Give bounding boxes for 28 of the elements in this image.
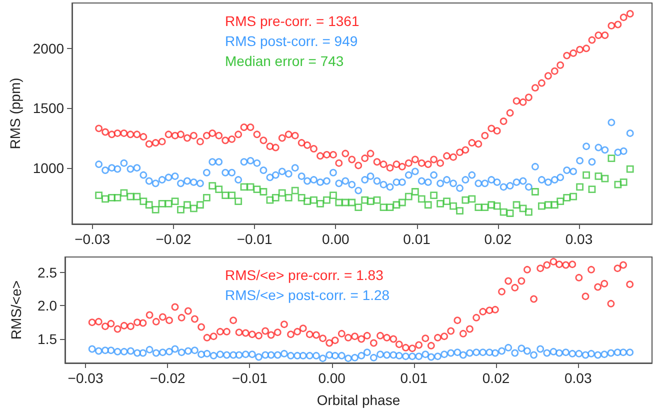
x-tick-label: 0.02	[482, 370, 510, 386]
x-tick-label: −0.02	[156, 231, 192, 247]
y-tick-label: 2.0	[38, 298, 58, 314]
text: RMS post-corr. = 949	[225, 33, 358, 49]
text: RMS/<e> post-corr. = 1.28	[225, 287, 390, 303]
x-tick-label: 0.03	[565, 231, 593, 247]
text: Median error = 743	[225, 53, 344, 69]
x-tick-label: −0.03	[68, 370, 104, 386]
y-axis-title: RMS (ppm)	[7, 78, 23, 150]
y-tick-label: 2.5	[38, 264, 58, 280]
text: RMS pre-corr. = 1361	[225, 13, 360, 29]
text: RMS/<e> pre-corr. = 1.83	[225, 267, 384, 283]
x-tick-label: −0.01	[236, 231, 272, 247]
x-tick-label: 0.00	[322, 231, 350, 247]
x-axis-title: Orbital phase	[316, 392, 400, 408]
y-axis-title: RMS/<e>	[8, 280, 24, 340]
y-tick-label: 1500	[32, 100, 64, 116]
y-tick-label: 1.5	[38, 331, 58, 347]
y-tick-label: 2000	[32, 40, 64, 56]
x-tick-label: −0.03	[74, 231, 110, 247]
x-tick-label: 0.03	[564, 370, 592, 386]
x-tick-label: 0.01	[400, 370, 428, 386]
x-tick-label: −0.02	[150, 370, 186, 386]
x-tick-label: −0.01	[232, 370, 268, 386]
x-tick-label: 0.01	[403, 231, 431, 247]
x-tick-label: 0.02	[484, 231, 512, 247]
y-tick-label: 1000	[32, 160, 64, 176]
x-tick-label: 0.00	[318, 370, 346, 386]
